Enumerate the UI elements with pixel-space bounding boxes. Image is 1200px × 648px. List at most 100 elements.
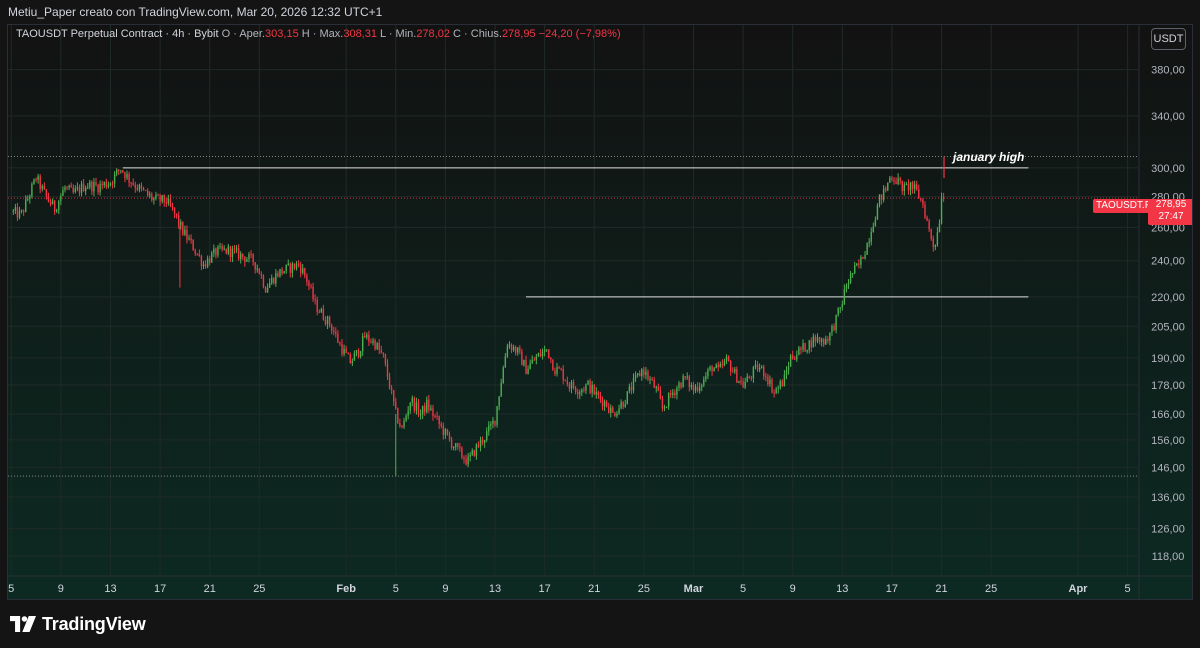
candle-body bbox=[316, 299, 318, 312]
y-tick-label: 166,00 bbox=[1151, 409, 1185, 421]
candle-body bbox=[843, 288, 846, 305]
candle-body bbox=[124, 172, 126, 179]
candle-body bbox=[527, 368, 529, 375]
candle-body bbox=[372, 340, 374, 343]
candle-body bbox=[620, 402, 622, 409]
candle-body bbox=[709, 366, 711, 370]
candle-body bbox=[103, 182, 105, 186]
candle-body bbox=[492, 420, 494, 424]
candle-body bbox=[835, 314, 837, 331]
candle-body bbox=[450, 439, 453, 448]
currency-button[interactable]: USDT bbox=[1151, 28, 1186, 50]
candle-body bbox=[521, 351, 523, 366]
candle-body bbox=[82, 183, 85, 192]
candle-body bbox=[132, 183, 134, 185]
candle-body bbox=[328, 316, 331, 326]
candle-body bbox=[740, 381, 742, 383]
candle-body bbox=[548, 349, 550, 359]
candle-body bbox=[463, 457, 465, 460]
candle-body bbox=[643, 369, 645, 376]
last-price-badge: 278,95 27:47 bbox=[1148, 199, 1192, 225]
candle-body bbox=[510, 344, 513, 351]
y-tick-label: 380,00 bbox=[1151, 65, 1185, 77]
candle-body bbox=[275, 273, 277, 284]
candle-body bbox=[889, 177, 891, 183]
candle-body bbox=[473, 450, 476, 457]
candle-body bbox=[860, 256, 862, 265]
candle-body bbox=[291, 263, 294, 273]
candle-body bbox=[798, 347, 800, 356]
candle-body bbox=[95, 182, 97, 186]
candle-body bbox=[899, 178, 901, 181]
candle-body bbox=[322, 308, 325, 320]
x-tick-label: 13 bbox=[104, 583, 116, 595]
candle-body bbox=[618, 408, 620, 414]
candle-body bbox=[916, 184, 918, 190]
candle-body bbox=[827, 339, 829, 341]
candle-body bbox=[818, 336, 821, 342]
candle-body bbox=[155, 194, 157, 199]
candle-body bbox=[138, 185, 141, 190]
candle-body bbox=[163, 195, 165, 203]
candle-body bbox=[428, 399, 430, 410]
candle-body bbox=[488, 425, 490, 432]
candle-body bbox=[732, 371, 734, 373]
chart-panel[interactable]: january high 380,00 340,00 300,00 280,00 260… bbox=[7, 24, 1193, 600]
candle-body bbox=[107, 184, 110, 187]
candle-body bbox=[719, 363, 722, 368]
x-tick-label: 5 bbox=[740, 583, 746, 595]
candle-body bbox=[221, 246, 223, 250]
candle-body bbox=[804, 343, 806, 352]
candle-body bbox=[326, 316, 329, 325]
candle-body bbox=[339, 342, 341, 344]
candle-body bbox=[359, 351, 362, 357]
candle-body bbox=[461, 447, 463, 458]
candle-body bbox=[188, 238, 190, 240]
candle-body bbox=[223, 248, 225, 250]
candle-body bbox=[601, 399, 604, 407]
candle-body bbox=[789, 355, 792, 367]
candle-body bbox=[159, 195, 161, 202]
candle-body bbox=[198, 254, 201, 256]
candle-body bbox=[399, 423, 401, 427]
candle-body bbox=[537, 353, 540, 357]
candle-body bbox=[690, 384, 693, 388]
candle-body bbox=[384, 354, 387, 364]
candle-body bbox=[543, 349, 546, 352]
candle-body bbox=[49, 201, 52, 205]
high-label: H · Max. bbox=[301, 28, 344, 40]
candle-body bbox=[403, 420, 405, 427]
candle-body bbox=[878, 194, 881, 206]
candle-body bbox=[91, 181, 93, 192]
candle-body bbox=[641, 369, 643, 377]
close-value: 278,95 bbox=[501, 28, 536, 40]
candle-body bbox=[893, 179, 895, 182]
candle-body bbox=[452, 447, 455, 449]
candle-body bbox=[616, 413, 618, 417]
candle-body bbox=[676, 387, 678, 395]
candle-body bbox=[171, 205, 174, 208]
tradingview-logo[interactable]: TradingView bbox=[10, 613, 146, 635]
candle-body bbox=[337, 333, 339, 343]
candle-body bbox=[777, 387, 779, 389]
candle-body bbox=[318, 311, 320, 313]
candle-body bbox=[597, 391, 600, 396]
candle-body bbox=[566, 381, 569, 385]
candlestick-chart[interactable]: january high 380,00340,00300,00280,00260… bbox=[8, 25, 1193, 600]
candle-body bbox=[552, 359, 554, 371]
candle-body bbox=[444, 429, 447, 435]
candle-body bbox=[320, 308, 323, 313]
x-tick-label: 21 bbox=[935, 583, 947, 595]
candle-body bbox=[938, 223, 941, 233]
candle-body bbox=[227, 246, 230, 254]
candle-body bbox=[219, 246, 221, 248]
candle-body bbox=[287, 263, 289, 265]
candle-body bbox=[639, 373, 641, 377]
candle-body bbox=[605, 401, 608, 407]
candle-body bbox=[653, 379, 655, 388]
candle-body bbox=[711, 366, 713, 372]
candle-body bbox=[475, 444, 478, 457]
candle-body bbox=[66, 187, 68, 189]
candle-body bbox=[211, 252, 213, 263]
candle-body bbox=[717, 364, 719, 368]
